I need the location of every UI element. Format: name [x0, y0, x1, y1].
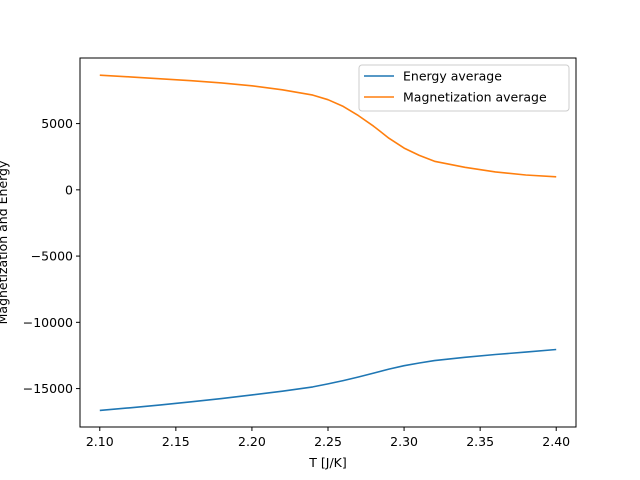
x-tick-label: 2.25: [314, 434, 342, 449]
y-tick-label: 0: [65, 182, 73, 197]
legend: Energy average Magnetization average: [358, 64, 570, 112]
y-tick-label: −10000: [23, 315, 73, 330]
y-axis-label: Magnetization and Energy: [0, 160, 10, 324]
x-tick-label: 2.40: [542, 434, 570, 449]
y-tick-label: −15000: [23, 381, 73, 396]
x-tick-label: 2.15: [162, 434, 190, 449]
plot-background: [80, 58, 576, 427]
x-tick-label: 2.35: [466, 434, 494, 449]
x-axis-label: T [J/K]: [308, 455, 346, 470]
energy-average-line: [99, 348, 557, 412]
plot-frame: [79, 57, 577, 428]
legend-box: [358, 64, 570, 112]
legend-label: Magnetization average: [403, 90, 547, 105]
x-tick-label: 2.10: [86, 434, 114, 449]
legend-label: Energy average: [403, 69, 502, 84]
x-tick-label: 2.20: [238, 434, 266, 449]
y-tick-label: 5000: [41, 116, 73, 131]
magnetization-average-line: [99, 74, 557, 178]
y-axis-ticks: −15000 −10000 −5000 0 5000: [23, 116, 80, 396]
x-axis-ticks: 2.10 2.15 2.20 2.25 2.30 2.35 2.40: [86, 427, 570, 449]
series-layer: [99, 74, 557, 412]
x-tick-label: 2.30: [390, 434, 418, 449]
y-tick-label: −5000: [31, 249, 73, 264]
